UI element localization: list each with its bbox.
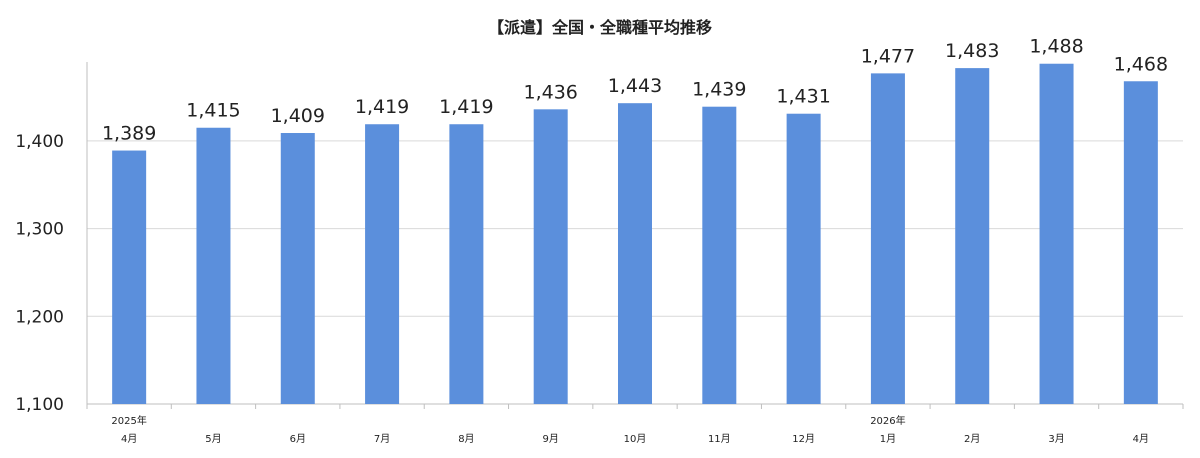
data-label: 1,443	[608, 75, 662, 97]
data-label: 1,439	[692, 79, 746, 101]
data-label: 1,431	[776, 86, 830, 108]
x-tick-label: 8月	[458, 433, 474, 445]
x-tick-label: 3月	[1048, 433, 1064, 445]
bar	[533, 109, 568, 404]
bar	[112, 150, 147, 404]
data-label: 1,468	[1114, 53, 1168, 75]
x-tick-label: 2025年	[111, 414, 146, 427]
data-label: 1,419	[355, 96, 409, 118]
x-tick-label: 7月	[374, 433, 390, 445]
x-tick-label: 9月	[543, 433, 559, 445]
x-tick-label: 1月	[880, 433, 896, 445]
data-label: 1,389	[102, 123, 156, 145]
y-tick-label: 1,200	[15, 307, 64, 327]
data-label: 1,415	[186, 100, 240, 122]
y-tick-label: 1,100	[15, 395, 64, 415]
data-label: 1,419	[439, 96, 493, 118]
bar	[280, 133, 315, 404]
bar	[702, 106, 737, 405]
x-tick-label: 11月	[708, 433, 731, 445]
x-tick-label: 10月	[624, 433, 647, 445]
x-tick-label: 4月	[1133, 433, 1149, 445]
data-label: 1,483	[945, 40, 999, 62]
bar	[955, 68, 990, 404]
x-tick-label: 12月	[792, 433, 815, 445]
data-label: 1,436	[523, 81, 577, 103]
x-tick-label: 2月	[964, 433, 980, 445]
x-tick-label: 4月	[121, 433, 137, 445]
data-label: 1,488	[1029, 36, 1083, 58]
bar	[870, 73, 905, 404]
data-label: 1,409	[271, 105, 325, 127]
bar	[1123, 81, 1158, 404]
data-label: 1,477	[861, 45, 915, 67]
y-tick-label: 1,300	[15, 220, 64, 240]
bar	[1039, 63, 1074, 404]
bar	[618, 103, 652, 405]
x-tick-label: 5月	[205, 433, 221, 445]
x-tick-label: 6月	[290, 433, 306, 445]
x-tick-label: 2026年	[870, 414, 905, 427]
y-tick-label: 1,400	[15, 132, 64, 152]
bar	[196, 127, 231, 405]
bar	[786, 113, 821, 404]
bar	[365, 124, 400, 404]
chart-title: 【派遣】全国・全職種平均推移	[487, 18, 712, 37]
bar	[449, 124, 484, 404]
